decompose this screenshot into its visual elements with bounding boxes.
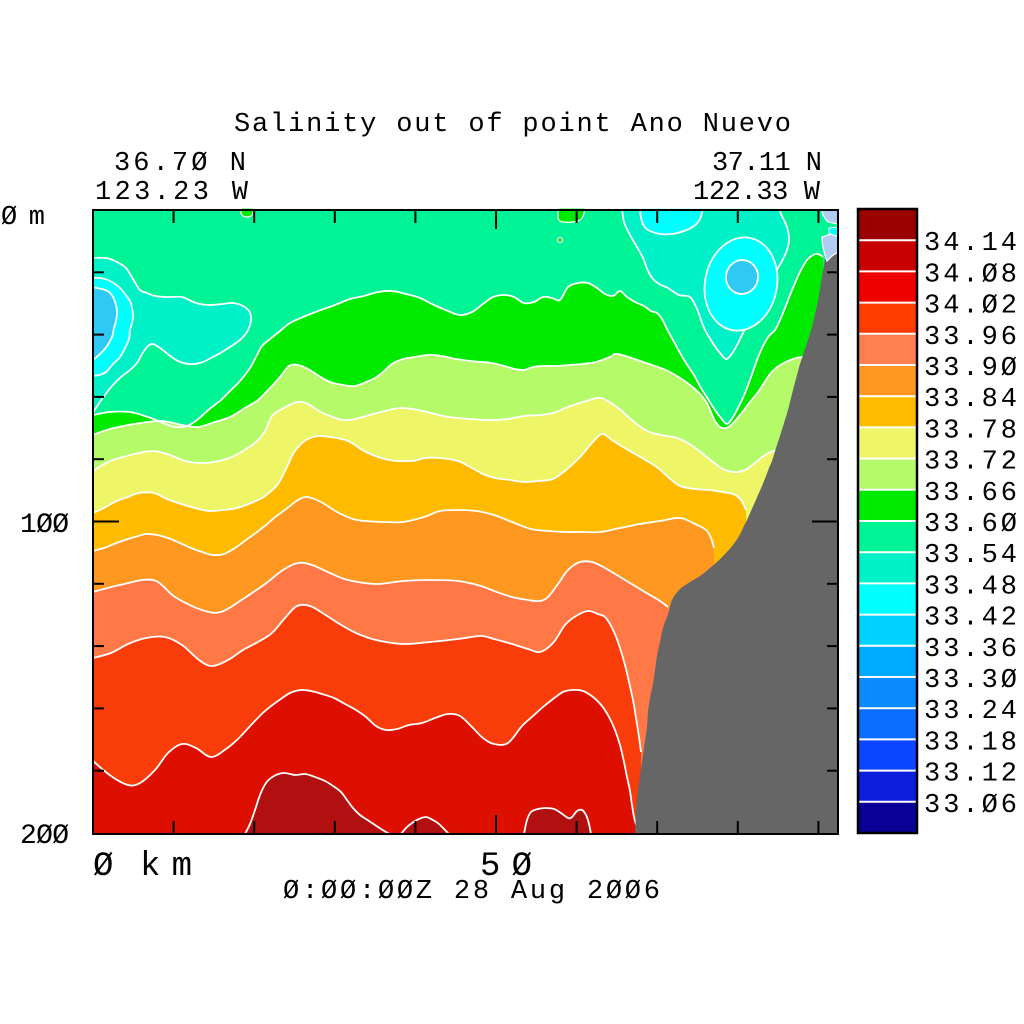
svg-text:36.7Ø N: 36.7Ø N <box>114 149 246 179</box>
svg-text:33.54: 33.54 <box>924 541 1017 571</box>
svg-text:33.78: 33.78 <box>924 416 1017 446</box>
svg-text:34.Ø8: 34.Ø8 <box>924 260 1017 290</box>
svg-text:33.3Ø: 33.3Ø <box>924 666 1017 696</box>
svg-text:Øm: Øm <box>1 203 45 233</box>
svg-text:33.9Ø: 33.9Ø <box>924 354 1017 384</box>
svg-text:33.12: 33.12 <box>924 760 1017 790</box>
svg-text:33.48: 33.48 <box>924 572 1017 602</box>
svg-text:Ø:ØØ:ØØZ 28 Aug 2ØØ6: Ø:ØØ:ØØZ 28 Aug 2ØØ6 <box>283 877 660 907</box>
svg-text:1ØØ: 1ØØ <box>20 510 69 541</box>
svg-text:2ØØ: 2ØØ <box>20 821 69 852</box>
svg-text:34.14: 34.14 <box>924 229 1017 259</box>
svg-text:37.11 N: 37.11 N <box>712 149 822 179</box>
svg-text:33.66: 33.66 <box>924 479 1017 509</box>
svg-text:122.33 W: 122.33 W <box>693 178 821 208</box>
svg-text:33.6Ø: 33.6Ø <box>924 510 1017 540</box>
svg-text:33.18: 33.18 <box>924 728 1017 758</box>
svg-text:33.24: 33.24 <box>924 697 1017 727</box>
svg-text:33.84: 33.84 <box>924 385 1017 415</box>
svg-text:33.42: 33.42 <box>924 604 1017 634</box>
svg-text:33.72: 33.72 <box>924 448 1017 478</box>
svg-text:km: km <box>140 848 192 886</box>
svg-text:34.Ø2: 34.Ø2 <box>924 292 1017 322</box>
svg-text:Ø: Ø <box>93 848 113 886</box>
svg-text:33.96: 33.96 <box>924 323 1017 353</box>
svg-text:33.36: 33.36 <box>924 635 1017 665</box>
svg-text:33.Ø6: 33.Ø6 <box>924 791 1017 821</box>
svg-text:Salinity out of point Ano Nuev: Salinity out of point Ano Nuevo <box>234 110 791 140</box>
svg-text:123.23 W: 123.23 W <box>95 178 249 208</box>
